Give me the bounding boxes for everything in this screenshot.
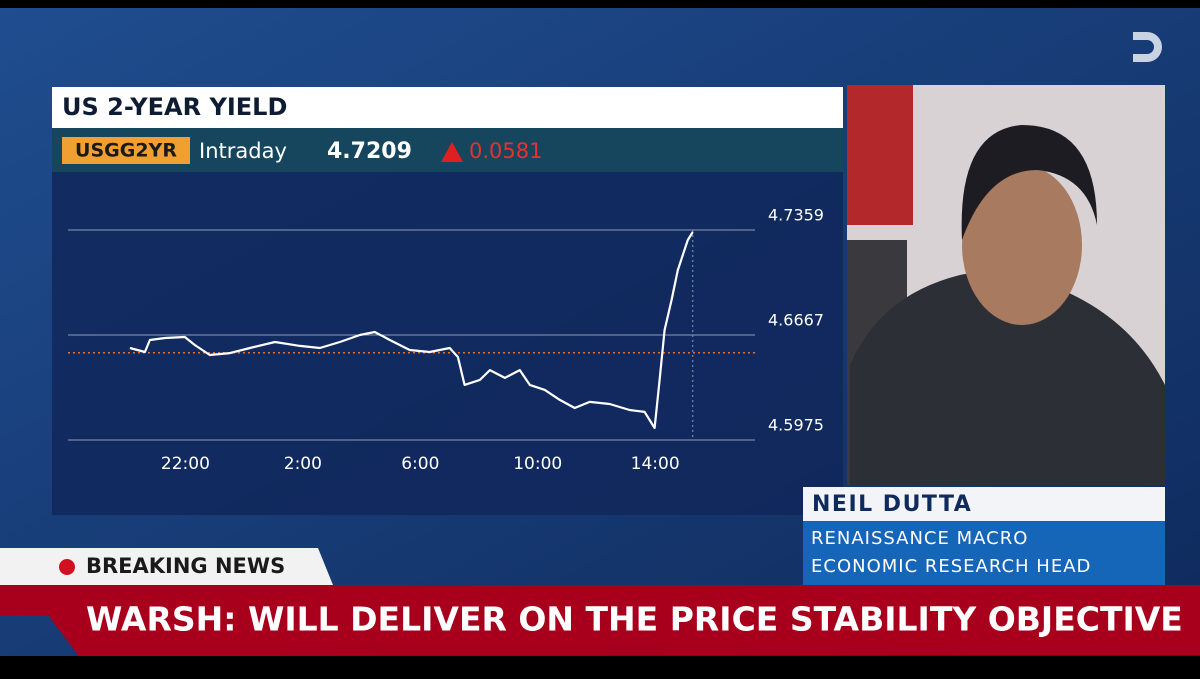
y-tick-label: 4.5975 [768,416,824,435]
guest-role: ECONOMIC RESEARCH HEAD [811,556,1091,577]
chart-title: US 2-YEAR YIELD [62,93,287,121]
x-tick-label: 22:00 [161,454,210,474]
y-tick-label: 4.6667 [768,311,824,330]
name-bar [803,487,1165,521]
breaking-label: BREAKING NEWS [86,554,285,578]
video-object [847,85,913,225]
title-bar [52,87,843,128]
live-dot [59,559,75,575]
video-person [962,165,1082,325]
x-tick-label: 10:00 [513,454,562,474]
mode: Intraday [199,139,287,163]
plot: 4.5975 4.6667 4.7359 22:00 2:00 6:00 10:00 14:0… [68,206,824,474]
headline: WARSH: WILL DELIVER ON THE PRICE STABILI… [86,600,1183,639]
plot-panel [52,172,843,515]
guest-name: NEIL DUTTA [812,492,972,517]
headline-bar [0,585,1200,655]
ticker: USGG2YR [75,140,177,162]
ticker-box [62,137,190,164]
title-box [803,521,1165,585]
guest-affiliation: RENAISSANCE MACRO [811,528,1028,549]
x-tick-label: 6:00 [401,454,439,474]
yield-line [129,231,694,430]
video-person [961,125,1097,240]
y-tick-label: 4.7359 [768,206,824,225]
up-arrow [441,142,463,162]
last-value: 4.7209 [327,139,412,164]
breaking-tab [0,548,333,585]
logo [1133,32,1162,62]
change-value: 0.0581 [469,139,542,163]
video-person [850,271,1165,485]
x-tick-label: 14:00 [631,454,680,474]
x-tick-label: 2:00 [284,454,322,474]
